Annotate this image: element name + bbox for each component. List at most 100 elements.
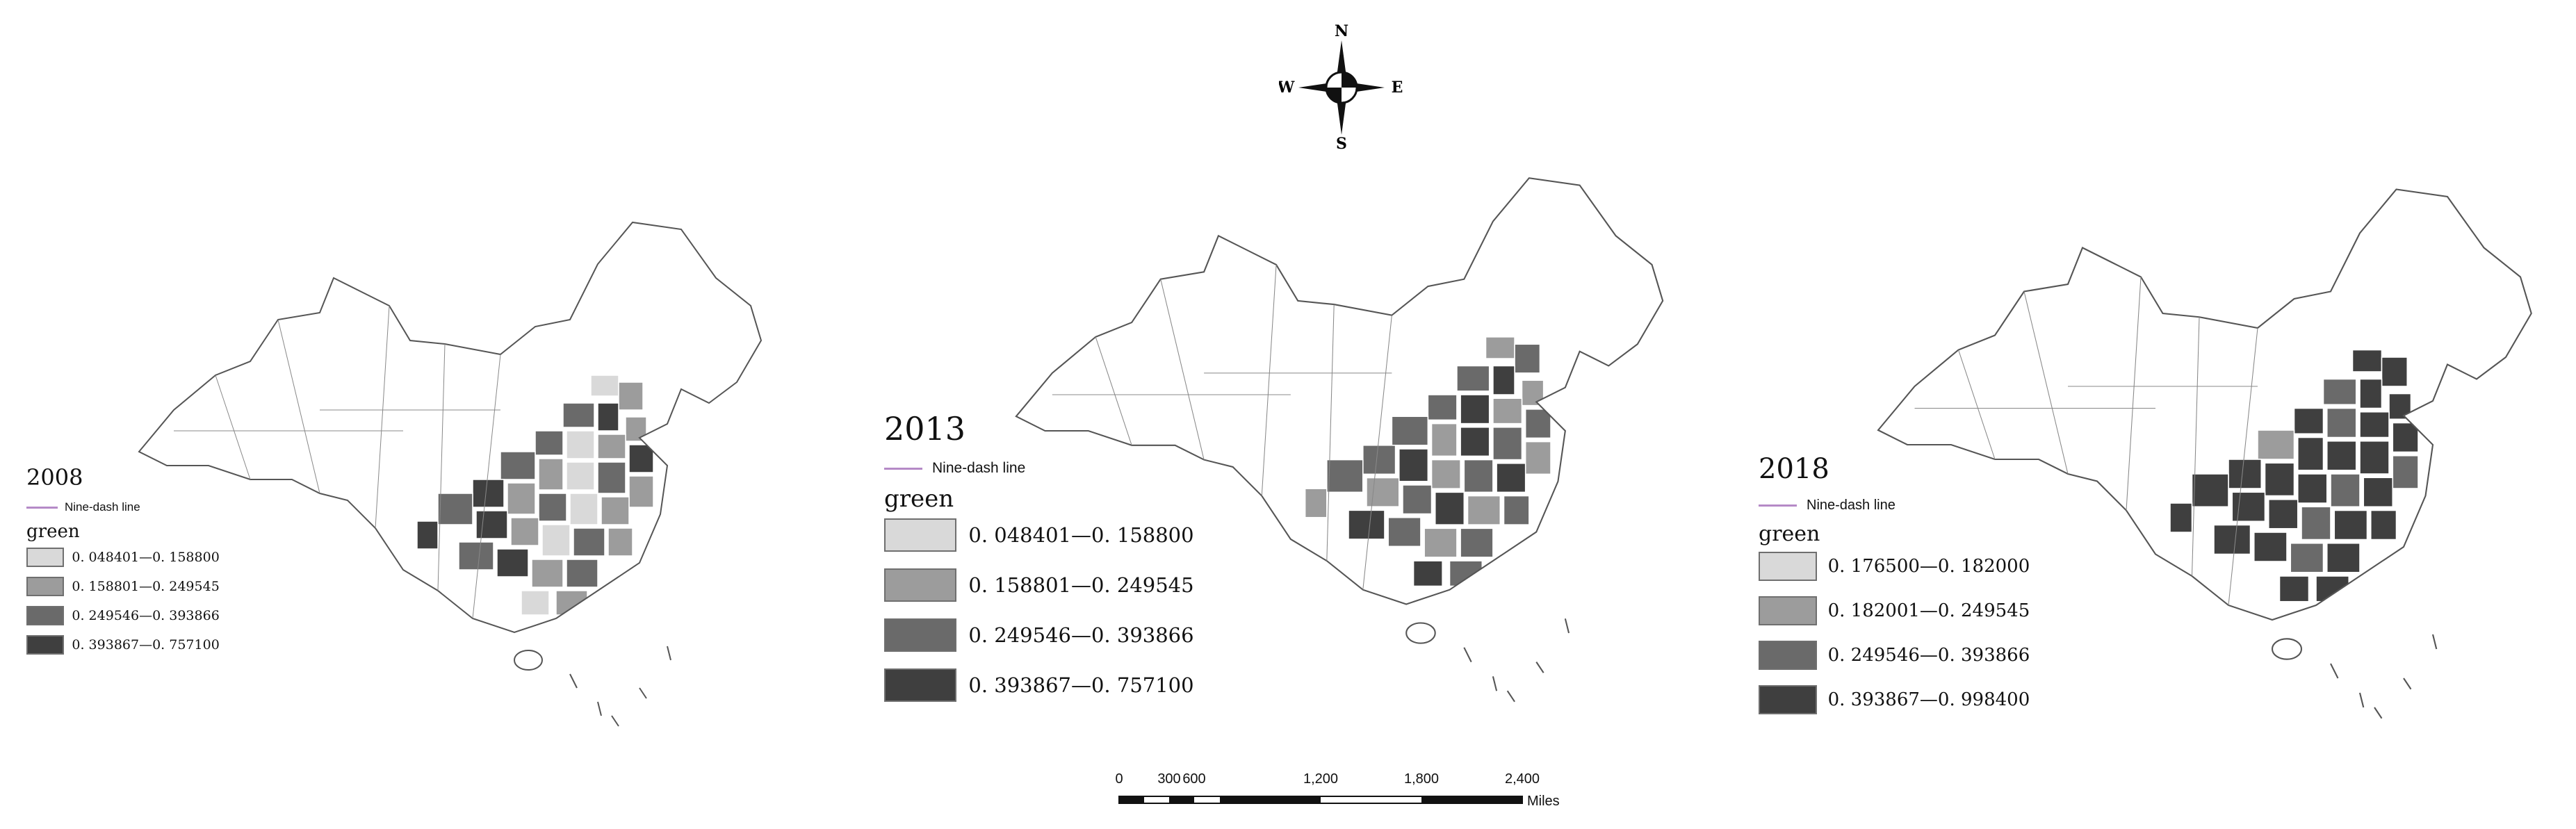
legend-title: green [884, 485, 954, 513]
region-shade [2370, 509, 2397, 541]
region-shade [1412, 560, 1443, 587]
province-boundary [437, 343, 446, 591]
region-shade [625, 416, 647, 442]
region-shade [2359, 378, 2383, 409]
region-shade [1496, 462, 1526, 493]
compass-rose: N S W E [1277, 21, 1404, 153]
scale-bar: 0 300 600 1,200 1,800 2,400 Miles [1102, 771, 1560, 813]
year-label: 2018 [1759, 453, 1829, 485]
scale-unit: Miles [1527, 794, 1560, 809]
region-shade [628, 475, 654, 508]
compass-w: W [1279, 79, 1295, 97]
region-shade [1460, 527, 1494, 558]
nine-dash-label: Nine-dash line [65, 500, 140, 514]
nine-dash-segment [639, 687, 647, 699]
region-shade [1492, 397, 1523, 425]
hainan-island [514, 650, 543, 671]
country-outline [138, 221, 763, 634]
region-shade [2359, 440, 2390, 475]
scale-tick-label: 600 [1182, 771, 1206, 787]
legend-range-label: 0. 176500—0. 182000 [1827, 556, 2030, 577]
region-shade [416, 520, 439, 550]
legend-range-label: 0. 249546—0. 393866 [1827, 645, 2030, 666]
nine-dash-segment [2330, 663, 2339, 679]
country-outline [1877, 188, 2532, 621]
region-shade [2326, 440, 2357, 471]
region-shade [1492, 365, 1515, 395]
region-shade [1304, 488, 1328, 518]
nine-dash-segment [2403, 678, 2412, 690]
region-shade [1460, 394, 1490, 425]
legend-swatch [26, 548, 64, 567]
region-shade [458, 541, 494, 571]
region-shade [2333, 509, 2368, 541]
nine-dash-segment [1564, 618, 1570, 634]
province-boundary [277, 319, 320, 494]
region-shade [1430, 422, 1458, 457]
region-shade [2322, 378, 2357, 406]
region-shade [2359, 411, 2390, 438]
legend-item: 0. 249546—0. 393866 [884, 618, 1194, 652]
region-shade [2290, 542, 2324, 573]
scale-tick-label: 300 [1157, 771, 1181, 787]
region-shade [1362, 445, 1396, 475]
legend-swatch [884, 668, 956, 702]
region-shade [2326, 407, 2357, 438]
region-shade [1427, 394, 1458, 421]
region-shade [2231, 491, 2266, 523]
nine-dash-segment [1492, 676, 1498, 691]
nine-dash-segment [611, 715, 619, 727]
region-shade [562, 402, 595, 428]
nine-dash-label: Nine-dash line [1807, 498, 1896, 513]
legend-range-label: 0. 158801—0. 249545 [968, 573, 1194, 597]
legend-item: 0. 393867—0. 757100 [884, 668, 1194, 702]
map-panel-2008 [94, 202, 824, 730]
legend-item: 0. 048401—0. 158800 [26, 548, 220, 567]
legend-item: 0. 182001—0. 249545 [1759, 596, 2030, 625]
legend-range-label: 0. 393867—0. 757100 [968, 673, 1194, 697]
region-shade [531, 559, 564, 588]
region-shade [500, 451, 536, 480]
province-boundary [1326, 304, 1335, 561]
legend-swatch [1759, 685, 1817, 714]
legend-item: 0. 249546—0. 393866 [1759, 641, 2030, 670]
legend-item: 0. 176500—0. 182000 [1759, 552, 2030, 581]
province-boundary [2126, 277, 2142, 511]
region-shade [2279, 575, 2310, 602]
legend-item: 0. 393867—0. 757100 [26, 635, 220, 655]
region-shade [2326, 542, 2361, 573]
region-shade [566, 559, 598, 588]
legend-2008: 2008 Nine-dash line green 0. 048401—0. 1… [26, 464, 220, 655]
legend-range-label: 0. 182001—0. 249545 [1827, 600, 2030, 621]
region-shade [1449, 560, 1483, 587]
region-shade [2297, 436, 2324, 471]
nine-dash-legend: Nine-dash line [884, 460, 1194, 477]
map-panel-2018 [1849, 156, 2576, 733]
region-shade [566, 461, 595, 491]
region-shade [2264, 462, 2295, 497]
province-boundary [215, 375, 251, 480]
china-map-2008 [138, 221, 763, 727]
region-shade [1391, 416, 1429, 446]
region-shade [2351, 349, 2383, 372]
region-shade [2392, 422, 2419, 453]
legend-range-label: 0. 393867—0. 998400 [1827, 689, 2030, 710]
province-boundary [375, 305, 390, 529]
nine-dash-segment [1506, 690, 1515, 703]
region-shade [2330, 473, 2361, 508]
year-label: 2008 [26, 464, 83, 491]
province-boundary [1160, 279, 1205, 460]
region-shade [608, 527, 633, 557]
region-shade [496, 548, 529, 577]
region-shade [535, 430, 564, 456]
region-shade [2392, 454, 2419, 489]
province-boundary [2191, 317, 2200, 577]
scale-tick-label: 0 [1115, 771, 1123, 787]
legend-2013: 2013 Nine-dash line green 0. 048401—0. 1… [884, 410, 1194, 702]
region-shade [601, 496, 630, 525]
legend-item: 0. 048401—0. 158800 [884, 518, 1194, 552]
legend-range-label: 0. 393867—0. 757100 [72, 637, 220, 652]
region-shade [2363, 477, 2394, 508]
region-shade [1402, 484, 1433, 515]
legend-rows: 0. 048401—0. 158800 0. 158801—0. 249545 0.… [26, 548, 220, 655]
